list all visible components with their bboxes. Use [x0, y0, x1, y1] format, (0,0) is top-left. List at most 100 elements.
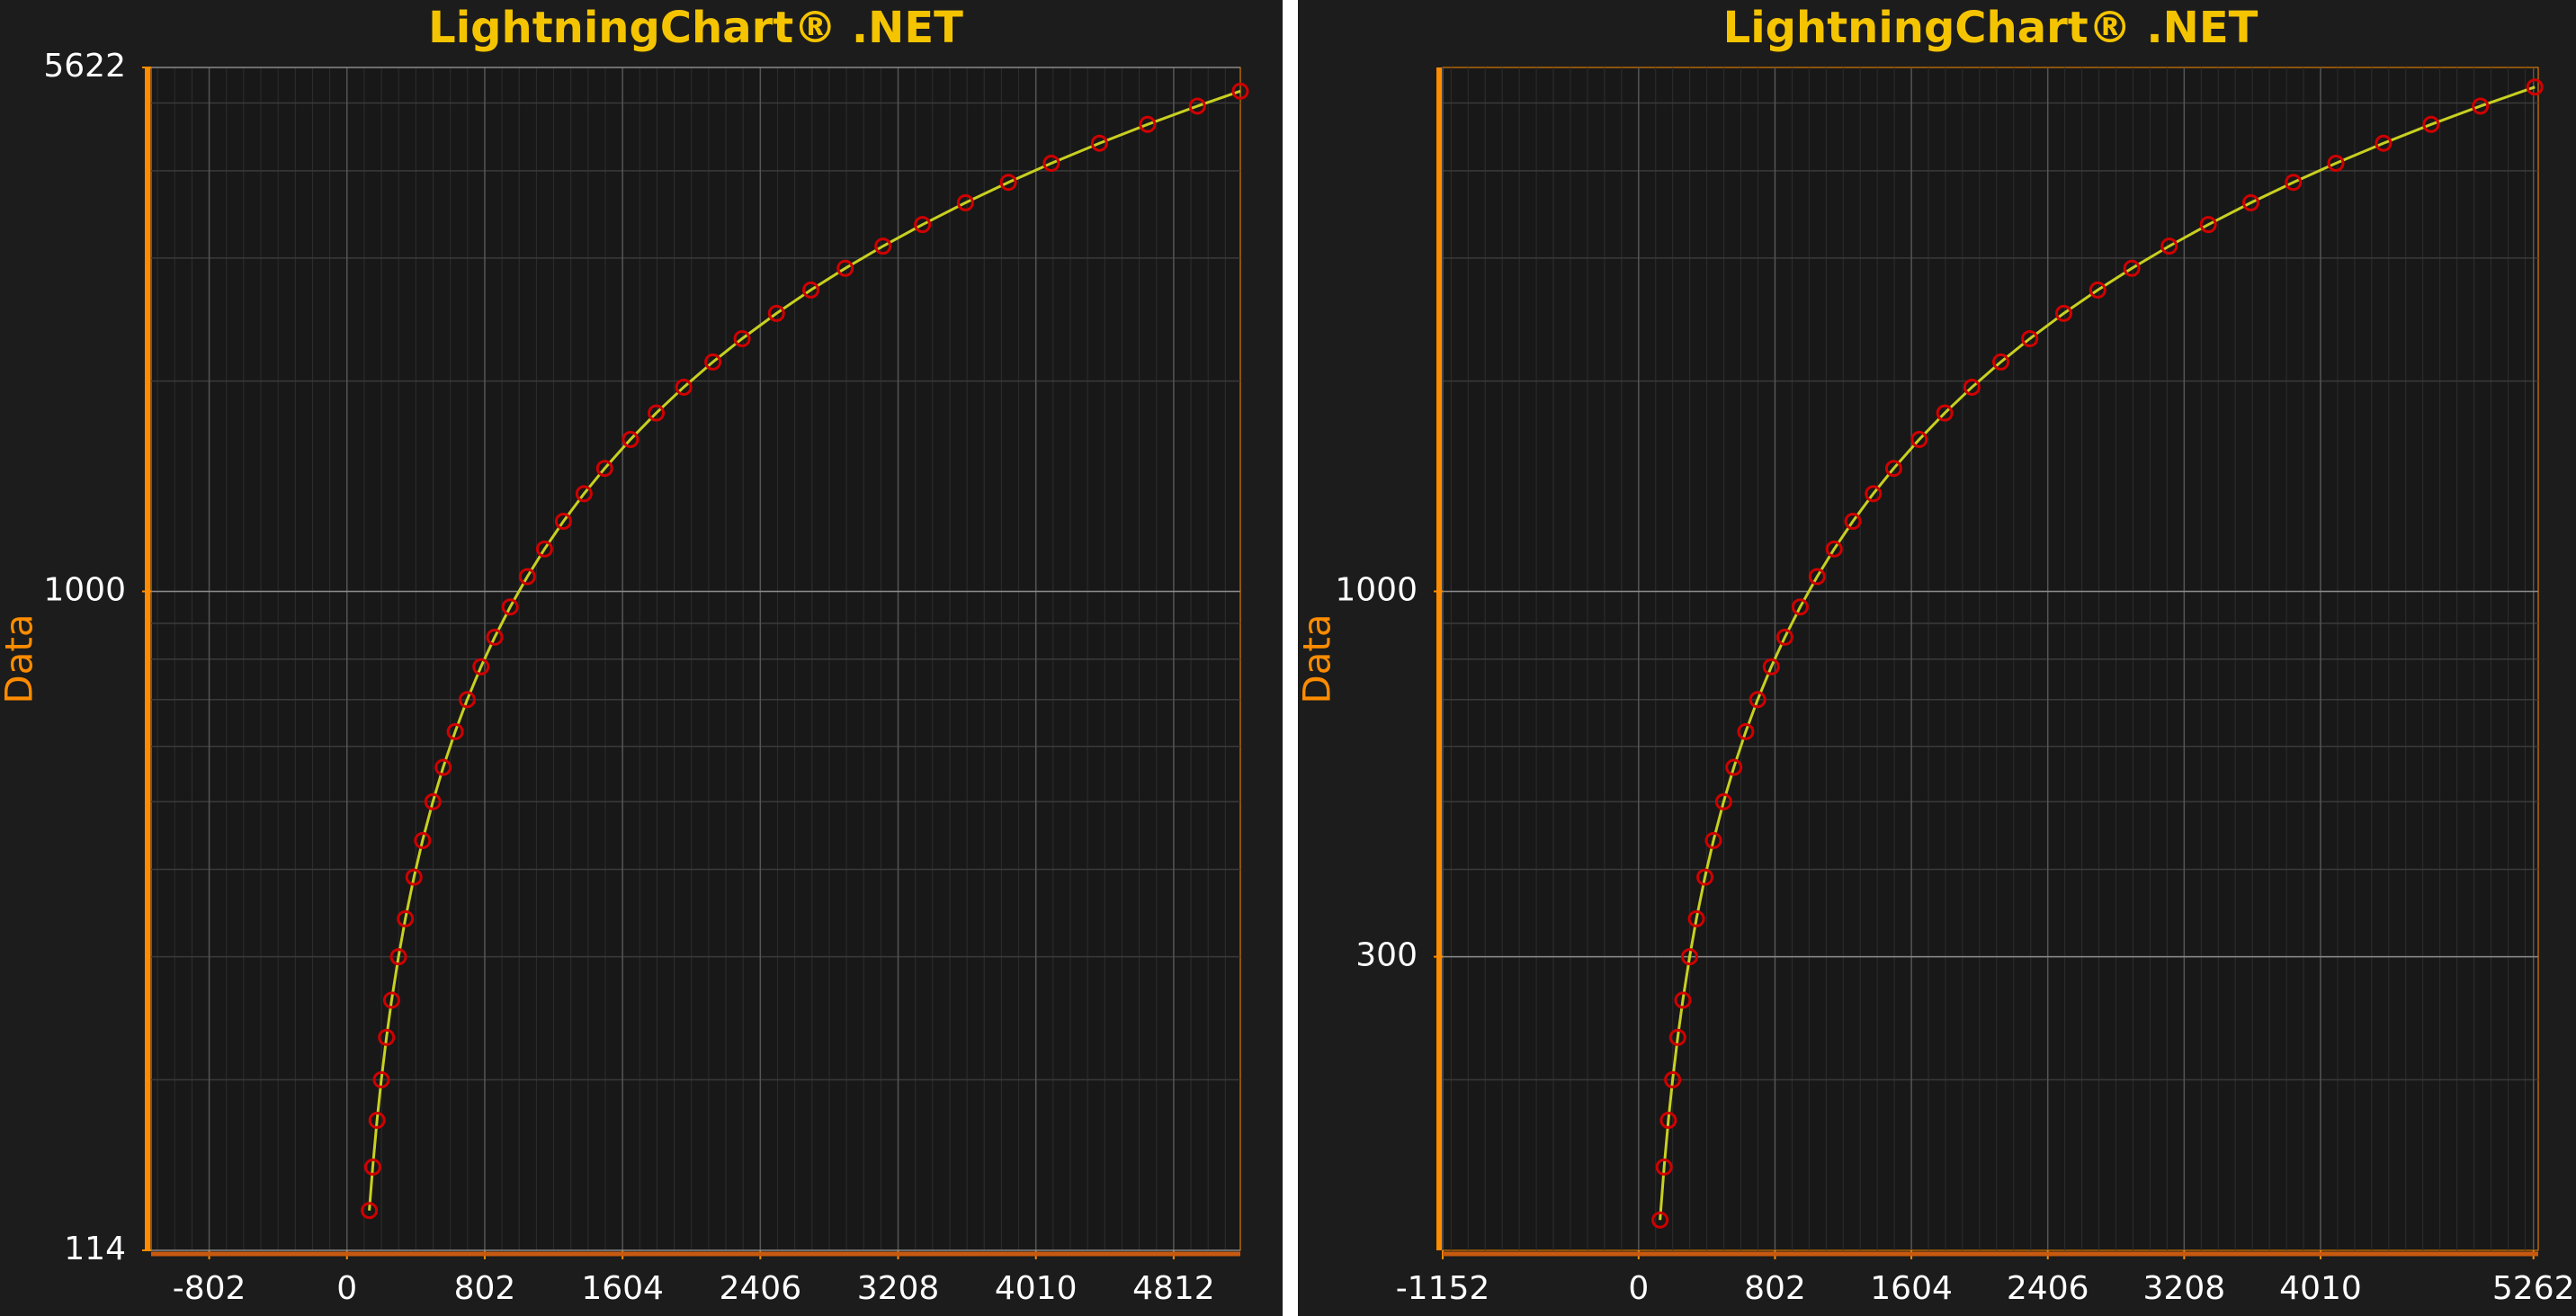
data-point	[1725, 758, 1743, 776]
x-tick-label: 5262	[2492, 1270, 2575, 1307]
data-point	[372, 1070, 390, 1088]
data-point	[704, 353, 722, 371]
data-point	[2021, 329, 2039, 347]
data-point	[1655, 1158, 1673, 1176]
data-point	[535, 540, 553, 558]
data-point	[1714, 792, 1732, 810]
data-point	[1659, 1111, 1677, 1129]
data-line	[368, 89, 1241, 1211]
y-axis-label: Data	[0, 613, 41, 703]
y-tick-label: 5622	[43, 48, 126, 85]
data-point	[1668, 1028, 1686, 1046]
data-point	[554, 513, 572, 531]
data-point	[1825, 540, 1843, 558]
data-point	[361, 1202, 379, 1220]
x-tick-label: 4010	[995, 1270, 1078, 1307]
x-tick-label: 2406	[2007, 1270, 2089, 1307]
data-point	[414, 831, 432, 849]
data-point	[424, 792, 442, 810]
data-point	[458, 691, 476, 709]
data-point	[767, 304, 785, 322]
data-point	[382, 991, 400, 1009]
data-point	[914, 216, 932, 234]
data-point	[874, 237, 892, 255]
data-point	[1188, 97, 1206, 115]
data-point	[836, 259, 854, 277]
data-point	[1936, 404, 1954, 422]
data-point	[1696, 868, 1714, 886]
y-tick-label: 1000	[43, 571, 126, 608]
data-point	[446, 722, 464, 740]
data-point	[2089, 281, 2106, 299]
x-tick-label: 1604	[581, 1270, 664, 1307]
data-point	[2422, 115, 2440, 133]
data-point	[363, 1158, 381, 1176]
x-tick-label: 4010	[2279, 1270, 2362, 1307]
x-tick-label: 4812	[1132, 1270, 1215, 1307]
data-point	[956, 193, 974, 211]
x-tick-label: -1152	[1396, 1270, 1490, 1307]
x-tick-label: 1604	[1870, 1270, 1953, 1307]
x-tick-label: 0	[1628, 1270, 1649, 1307]
data-point	[733, 329, 751, 347]
data-point	[1844, 513, 1862, 531]
data-point	[622, 431, 640, 449]
x-tick-label: 802	[1744, 1270, 1806, 1307]
data-point	[2241, 193, 2259, 211]
data-point	[1681, 948, 1699, 966]
x-tick-label: -802	[173, 1270, 246, 1307]
data-point	[389, 948, 407, 966]
data-point	[1737, 722, 1755, 740]
y-tick-label: 1000	[1335, 571, 1418, 608]
data-point	[1664, 1070, 1682, 1088]
data-point	[1808, 568, 1826, 586]
x-tick-label: 0	[336, 1270, 357, 1307]
data-point	[1749, 691, 1767, 709]
data-point	[1963, 378, 1981, 396]
data-point	[1687, 909, 1705, 927]
data-point	[575, 485, 593, 503]
data-point	[2160, 237, 2178, 255]
data-point	[1704, 831, 1722, 849]
data-point	[2123, 259, 2141, 277]
data-point	[405, 868, 423, 886]
data-point	[368, 1111, 386, 1129]
data-point	[2526, 78, 2544, 96]
data-line	[1659, 85, 2536, 1221]
data-point	[999, 174, 1017, 192]
data-point	[1910, 431, 1928, 449]
data-point	[1231, 82, 1249, 100]
x-tick-label: 3208	[2143, 1270, 2226, 1307]
data-point	[1865, 485, 1883, 503]
x-tick-label: 2406	[720, 1270, 802, 1307]
data-point	[1791, 598, 1809, 616]
data-point	[2327, 154, 2345, 172]
data-point	[434, 758, 452, 776]
data-point	[2054, 304, 2072, 322]
y-axis-label: Data	[1295, 613, 1339, 703]
data-point	[2375, 134, 2393, 152]
chart-title: LightningChart® .NET	[428, 3, 963, 53]
data-point	[486, 628, 504, 646]
data-point	[1090, 134, 1108, 152]
data-point	[595, 460, 613, 478]
data-point	[2199, 216, 2217, 234]
y-tick-label: 114	[64, 1231, 126, 1267]
data-point	[1992, 353, 2010, 371]
data-point	[472, 658, 490, 676]
data-point	[675, 378, 693, 396]
data-point	[1775, 628, 1793, 646]
data-point	[1651, 1211, 1669, 1229]
chart-panel: -1152 0 802 1604 2406 3208 4010 5262 300 1000 Ligh…	[1295, 0, 2576, 1316]
chart-panel: -802 0 802 1604 2406 3208 4010 4812 114 1000 5622 L…	[0, 0, 1283, 1316]
y-tick-label: 300	[1355, 937, 1418, 974]
data-point	[1884, 460, 1902, 478]
data-point	[397, 909, 415, 927]
chart-title: LightningChart® .NET	[1723, 3, 2258, 53]
data-point	[1042, 154, 1060, 172]
data-point	[648, 404, 666, 422]
data-point	[1674, 991, 1692, 1009]
data-point	[801, 281, 819, 299]
